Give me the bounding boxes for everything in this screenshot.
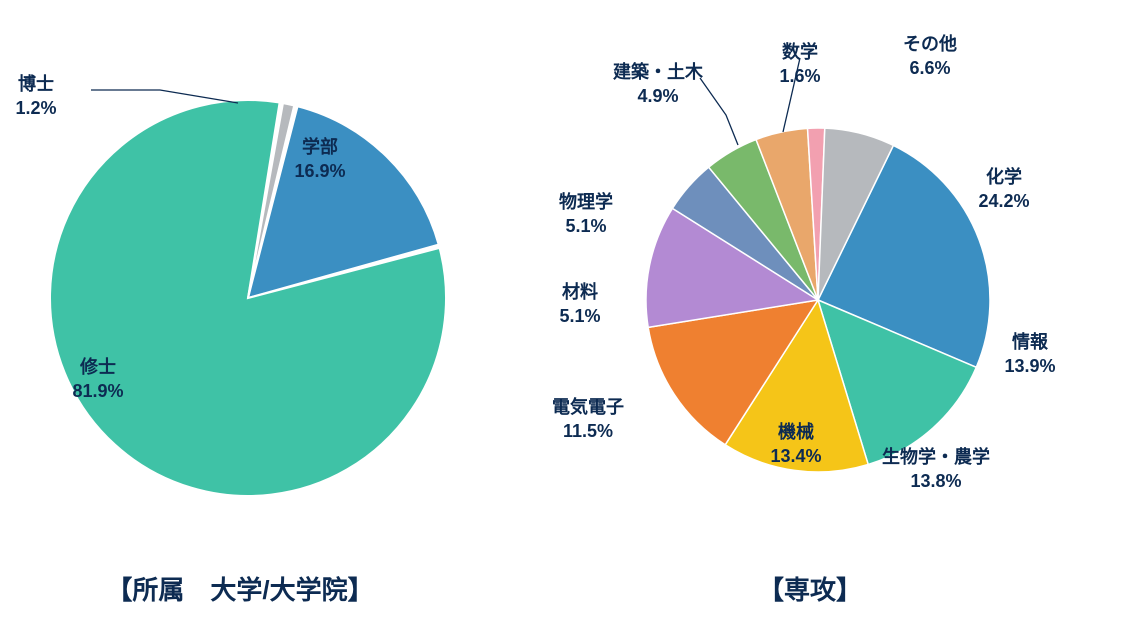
major-label-1: 情報13.9%	[950, 330, 1110, 379]
major-label-name-7: 建築・土木	[578, 60, 738, 84]
affiliation-label-pct-1: 81.9%	[18, 379, 178, 403]
affiliation-label-1: 修士81.9%	[18, 355, 178, 404]
major-chart-title: 【専攻】	[710, 570, 910, 607]
major-label-3: 機械13.4%	[716, 420, 876, 469]
major-label-name-6: 物理学	[506, 190, 666, 214]
major-label-6: 物理学5.1%	[506, 190, 666, 239]
major-label-9: その他6.6%	[850, 32, 1010, 81]
affiliation-label-name-1: 修士	[18, 355, 178, 379]
major-label-5: 材料5.1%	[500, 280, 660, 329]
affiliation-label-pct-0: 16.9%	[240, 159, 400, 183]
major-label-pct-5: 5.1%	[500, 304, 660, 328]
major-label-4: 電気電子11.5%	[508, 395, 668, 444]
affiliation-label-pct-2: 1.2%	[0, 96, 116, 120]
affiliation-label-name-0: 学部	[240, 135, 400, 159]
major-label-7: 建築・土木4.9%	[578, 60, 738, 109]
major-label-pct-9: 6.6%	[850, 56, 1010, 80]
affiliation-chart-title: 【所属 大学/大学院】	[70, 570, 410, 607]
affiliation-label-name-2: 博士	[0, 72, 116, 96]
major-label-pct-3: 13.4%	[716, 444, 876, 468]
major-label-name-4: 電気電子	[508, 395, 668, 419]
major-label-name-9: その他	[850, 32, 1010, 56]
major-label-pct-2: 13.8%	[856, 469, 1016, 493]
major-label-name-3: 機械	[716, 420, 876, 444]
major-label-name-5: 材料	[500, 280, 660, 304]
major-label-name-1: 情報	[950, 330, 1110, 354]
affiliation-label-0: 学部16.9%	[240, 135, 400, 184]
major-label-name-2: 生物学・農学	[856, 445, 1016, 469]
major-label-name-0: 化学	[924, 165, 1084, 189]
major-label-pct-4: 11.5%	[508, 419, 668, 443]
major-label-0: 化学24.2%	[924, 165, 1084, 214]
affiliation-label-2: 博士1.2%	[0, 72, 116, 121]
major-label-2: 生物学・農学13.8%	[856, 445, 1016, 494]
major-label-pct-6: 5.1%	[506, 214, 666, 238]
major-label-pct-7: 4.9%	[578, 84, 738, 108]
major-label-pct-1: 13.9%	[950, 354, 1110, 378]
chart-stage: 【所属 大学/大学院】 【専攻】 学部16.9% 修士81.9% 博士1.2% 化学…	[0, 0, 1147, 627]
major-label-pct-0: 24.2%	[924, 189, 1084, 213]
